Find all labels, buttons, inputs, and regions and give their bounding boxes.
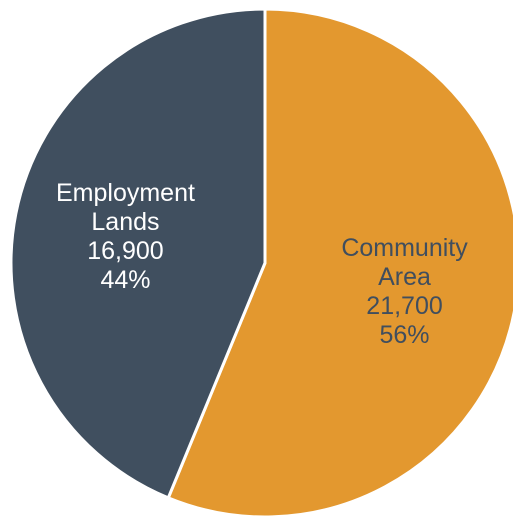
pie-slices — [9, 7, 513, 517]
pie-slice-0 — [166, 7, 513, 517]
data-label-1-label-line-1: Lands — [91, 208, 159, 236]
data-label-1-percent-text: 44% — [100, 266, 150, 294]
data-label-0: Community Area 21,700 56% — [341, 234, 468, 349]
data-label-0-label-line-0: Community — [341, 234, 468, 262]
data-label-0-percent-text: 56% — [380, 321, 430, 349]
pie-slice-1 — [9, 7, 267, 500]
data-label-0-value-text: 21,700 — [366, 292, 442, 320]
data-label-1-label-line-0: Employment — [56, 179, 195, 207]
data-label-0-label-line-1: Area — [378, 263, 431, 291]
pie-labels: Community Area 21,700 56% Employment Lands 16,… — [56, 179, 468, 349]
data-label-1: Employment Lands 16,900 44% — [56, 179, 195, 294]
data-label-1-value-text: 16,900 — [87, 237, 163, 265]
